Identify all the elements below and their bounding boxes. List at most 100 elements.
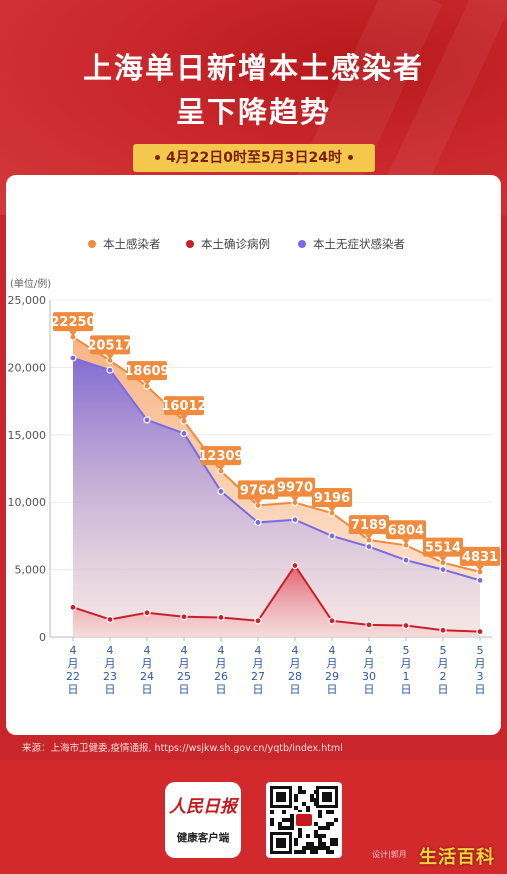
x-tick-label: 日 bbox=[179, 683, 190, 696]
brand-name: 人民日报 bbox=[169, 797, 237, 817]
x-tick-label: 4 bbox=[255, 644, 262, 657]
qr-module bbox=[286, 818, 290, 822]
qr-module bbox=[326, 850, 330, 854]
qr-module bbox=[326, 846, 330, 850]
qr-module bbox=[290, 822, 294, 826]
x-tick-label: 月 bbox=[179, 657, 190, 670]
qr-module bbox=[318, 826, 322, 830]
data-point bbox=[439, 565, 447, 574]
qr-module bbox=[302, 802, 306, 806]
x-tick-label: 日 bbox=[216, 683, 227, 696]
series-area-1 bbox=[73, 565, 480, 637]
data-point bbox=[291, 516, 299, 524]
x-tick-label: 4 bbox=[218, 644, 225, 657]
x-tick-label: 29 bbox=[325, 670, 339, 683]
series-line-2 bbox=[72, 357, 481, 582]
legend-marker bbox=[298, 240, 306, 248]
legend-marker bbox=[88, 240, 96, 248]
qr-code[interactable] bbox=[266, 782, 342, 858]
data-label: 9970 bbox=[277, 481, 313, 496]
qr-module bbox=[270, 810, 274, 814]
brand-logo: 人民日报 健康客户端 bbox=[165, 782, 241, 858]
data-point bbox=[328, 532, 336, 540]
x-tick-label: 日 bbox=[475, 683, 486, 696]
qr-module bbox=[318, 846, 322, 850]
qr-module bbox=[314, 834, 318, 838]
x-tick-label: 日 bbox=[401, 683, 412, 696]
qr-module bbox=[294, 850, 298, 854]
data-label-pointer bbox=[402, 539, 410, 545]
bullet-icon bbox=[347, 154, 353, 160]
qr-module bbox=[318, 814, 322, 818]
qr-module bbox=[330, 850, 334, 854]
qr-module bbox=[330, 838, 334, 842]
x-axis: 4月22日4月23日4月24日4月25日4月26日4月27日4月28日4月29日… bbox=[66, 637, 486, 696]
qr-module bbox=[298, 786, 302, 790]
data-label-box bbox=[90, 335, 130, 355]
y-unit-label: (单位/例) bbox=[10, 277, 51, 290]
x-tick-label: 5 bbox=[440, 644, 447, 657]
x-tick-label: 月 bbox=[401, 657, 412, 670]
data-label: 12309 bbox=[198, 449, 243, 464]
x-tick-label: 24 bbox=[140, 670, 154, 683]
qr-module bbox=[282, 810, 286, 814]
y-tick-label: 5,000 bbox=[15, 564, 47, 577]
qr-module bbox=[282, 826, 286, 830]
data-label: 16012 bbox=[161, 399, 206, 414]
x-tick-label: 25 bbox=[177, 670, 191, 683]
x-tick-label: 月 bbox=[142, 657, 153, 670]
data-label-box bbox=[423, 537, 463, 557]
data-label-pointer bbox=[439, 556, 447, 562]
data-point bbox=[439, 626, 447, 634]
qr-module bbox=[302, 846, 306, 850]
qr-module bbox=[318, 834, 322, 838]
data-point bbox=[328, 617, 336, 625]
qr-module bbox=[302, 850, 306, 854]
qr-module bbox=[310, 846, 314, 850]
x-tick-label: 日 bbox=[438, 683, 449, 696]
x-tick-label: 5 bbox=[477, 644, 484, 657]
data-point bbox=[217, 487, 225, 496]
y-tick-label: 20,000 bbox=[8, 361, 47, 374]
x-tick-label: 月 bbox=[327, 657, 338, 670]
data-point bbox=[106, 366, 114, 374]
qr-module bbox=[330, 810, 334, 814]
data-label-box bbox=[127, 361, 167, 381]
x-tick-label: 1 bbox=[403, 670, 410, 683]
data-label-box bbox=[164, 396, 204, 416]
qr-finder bbox=[276, 838, 286, 848]
data-label: 20517 bbox=[87, 338, 132, 353]
qr-module bbox=[298, 850, 302, 854]
x-tick-label: 23 bbox=[103, 670, 117, 683]
qr-module bbox=[330, 842, 334, 846]
data-point bbox=[291, 561, 299, 570]
chart-areas bbox=[73, 337, 480, 637]
x-tick-label: 5 bbox=[403, 644, 410, 657]
x-tick-label: 4 bbox=[329, 644, 336, 657]
qr-module bbox=[302, 790, 306, 794]
x-tick-label: 4 bbox=[107, 644, 114, 657]
source-note: 来源：上海市卫健委,疫情通报, https://wsjkw.sh.gov.cn/… bbox=[22, 743, 343, 754]
qr-module bbox=[322, 834, 326, 838]
qr-module bbox=[298, 830, 302, 834]
bullet-icon bbox=[155, 154, 161, 160]
data-label-box bbox=[349, 515, 389, 535]
series-line-1 bbox=[72, 563, 481, 633]
qr-module bbox=[310, 850, 314, 854]
qr-module bbox=[310, 794, 314, 798]
legend-marker bbox=[186, 240, 194, 248]
qr-module bbox=[322, 842, 326, 846]
qr-module bbox=[310, 798, 314, 802]
x-tick-label: 22 bbox=[66, 670, 80, 683]
qr-module bbox=[314, 802, 318, 806]
y-tick-label: 0 bbox=[39, 631, 46, 644]
data-label: 9196 bbox=[314, 491, 350, 506]
y-tick-label: 25,000 bbox=[8, 294, 47, 307]
data-label: 5514 bbox=[425, 541, 461, 556]
x-tick-label: 27 bbox=[251, 670, 265, 683]
x-tick-label: 4 bbox=[181, 644, 188, 657]
chart-lines bbox=[72, 336, 481, 633]
data-point bbox=[180, 613, 188, 621]
data-label-pointer bbox=[328, 507, 336, 513]
x-tick-label: 月 bbox=[216, 657, 227, 670]
